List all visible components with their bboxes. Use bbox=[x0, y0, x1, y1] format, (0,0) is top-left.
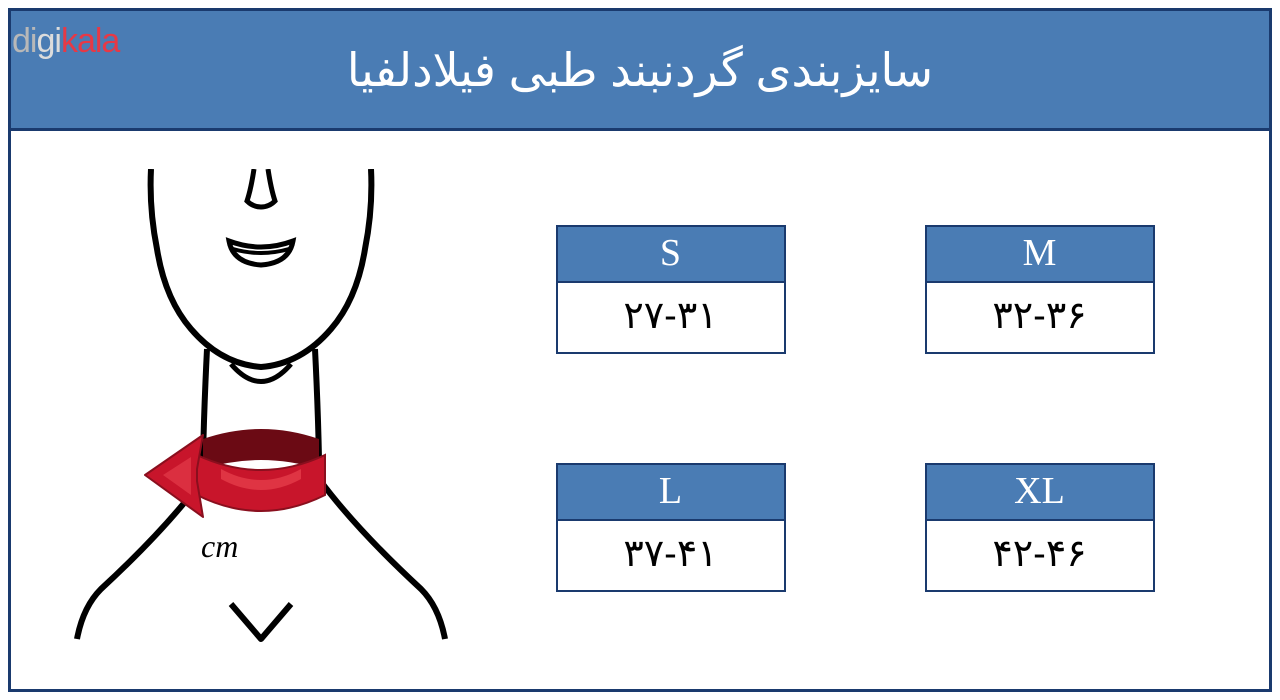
size-range: ۳۷-۴۱ bbox=[558, 521, 784, 590]
size-label: S bbox=[558, 227, 784, 283]
size-box-s: S ۲۷-۳۱ bbox=[556, 225, 786, 354]
page-title: سایزبندی گردنبند طبی فیلادلفیا bbox=[347, 43, 933, 97]
content-area: cm S ۲۷-۳۱ M ۳۲-۳۶ L ۳۷-۴۱ XL ۴۲-۴۶ bbox=[11, 131, 1269, 686]
neck-diagram-icon: cm bbox=[71, 169, 451, 649]
size-grid: S ۲۷-۳۱ M ۳۲-۳۶ L ۳۷-۴۱ XL ۴۲-۴۶ bbox=[491, 131, 1269, 686]
logo-part-3: kala bbox=[61, 22, 119, 60]
size-label: L bbox=[558, 465, 784, 521]
size-chart-frame: سایزبندی گردنبند طبی فیلادلفیا bbox=[8, 8, 1272, 692]
unit-label: cm bbox=[201, 528, 238, 564]
size-box-m: M ۳۲-۳۶ bbox=[925, 225, 1155, 354]
brand-logo: digikala bbox=[12, 22, 119, 61]
size-range: ۲۷-۳۱ bbox=[558, 283, 784, 352]
logo-part-1: di bbox=[12, 22, 36, 60]
neck-measurement-illustration: cm bbox=[11, 131, 491, 686]
header-bar: سایزبندی گردنبند طبی فیلادلفیا bbox=[11, 11, 1269, 131]
size-label: M bbox=[927, 227, 1153, 283]
size-range: ۴۲-۴۶ bbox=[927, 521, 1153, 590]
size-box-l: L ۳۷-۴۱ bbox=[556, 463, 786, 592]
size-label: XL bbox=[927, 465, 1153, 521]
size-box-xl: XL ۴۲-۴۶ bbox=[925, 463, 1155, 592]
logo-part-2: gi bbox=[36, 22, 60, 60]
size-range: ۳۲-۳۶ bbox=[927, 283, 1153, 352]
